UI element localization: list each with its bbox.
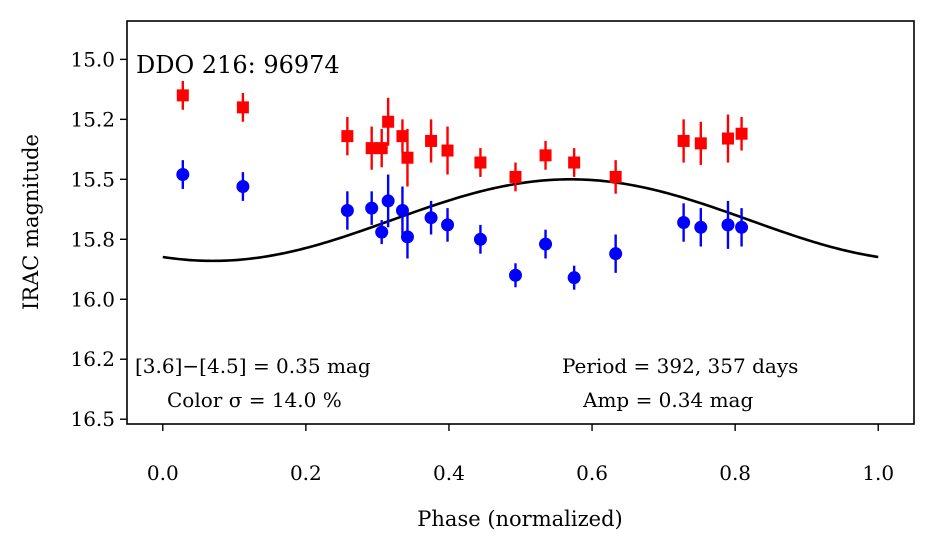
y-tick-label: 16.2: [70, 347, 115, 371]
data-point-circle: [424, 211, 438, 225]
data-point-circle: [236, 180, 250, 194]
data-point-circle: [400, 230, 414, 244]
data-point-circle: [677, 216, 691, 229]
data-point-square: [382, 115, 395, 128]
model-curve-group: [162, 178, 879, 263]
x-tick-label: 0.4: [433, 461, 465, 485]
data-point-square: [721, 132, 734, 145]
data-point-circle: [735, 220, 749, 234]
data-point-square: [365, 142, 378, 155]
model-curve-line: [162, 178, 879, 263]
data-point-circle: [609, 247, 623, 261]
amp-annotation: Amp = 0.34 mag: [582, 388, 753, 412]
data-point-circle: [441, 218, 455, 232]
color-annotation: [3.6]−[4.5] = 0.35 mag: [135, 354, 371, 378]
series-blue-3-6: [176, 160, 749, 290]
data-point-square: [396, 130, 409, 143]
data-points-group: [176, 80, 749, 290]
y-tick-label: 16.5: [70, 407, 115, 431]
data-point-square: [176, 89, 189, 102]
data-point-circle: [539, 237, 553, 251]
chart-title: DDO 216: 96974: [136, 51, 340, 79]
data-point-circle: [375, 225, 389, 239]
data-point-square: [694, 137, 707, 150]
y-tick-label: 15.8: [70, 227, 115, 251]
x-tick-label: 0.6: [576, 461, 608, 485]
data-point-square: [609, 170, 622, 183]
data-point-square: [509, 170, 522, 183]
data-point-circle: [508, 268, 522, 282]
data-point-square: [677, 134, 690, 147]
series-red-4-5: [176, 80, 748, 194]
y-tick-label: 15.5: [70, 167, 115, 191]
plot-frame: [126, 20, 915, 425]
data-point-square: [441, 144, 454, 157]
data-point-square: [341, 130, 354, 143]
data-point-square: [236, 101, 249, 114]
data-point-circle: [365, 201, 379, 215]
data-point-circle: [381, 194, 395, 208]
data-point-circle: [473, 232, 487, 246]
y-tick-label: 15.0: [70, 47, 115, 71]
data-point-square: [568, 156, 581, 169]
data-point-circle: [176, 168, 190, 182]
y-axis-ticks: 15.0 15.2 15.5 15.8 16.0 16.2 16.5: [70, 47, 127, 431]
data-point-circle: [395, 204, 409, 218]
data-point-circle: [567, 271, 581, 285]
data-point-square: [735, 127, 748, 140]
y-axis-label: IRAC magnitude: [19, 134, 43, 310]
data-point-square: [539, 149, 552, 162]
x-tick-label: 0.0: [147, 461, 179, 485]
period-annotation: Period = 392, 357 days: [562, 354, 798, 378]
data-point-circle: [721, 218, 735, 232]
data-point-square: [474, 156, 487, 169]
y-tick-label: 15.2: [70, 107, 115, 131]
data-point-square: [401, 151, 414, 164]
x-tick-label: 1.0: [862, 461, 894, 485]
data-point-circle: [694, 220, 708, 234]
x-axis-ticks: 0.0 0.2 0.4 0.6 0.8 1.0: [147, 424, 894, 485]
x-tick-label: 0.2: [290, 461, 322, 485]
data-point-circle: [340, 204, 354, 218]
data-point-square: [375, 142, 388, 155]
x-tick-label: 0.8: [719, 461, 751, 485]
color-sigma-annotation: Color σ = 14.0 %: [167, 388, 342, 412]
x-axis-label: Phase (normalized): [417, 507, 622, 531]
y-tick-label: 16.0: [70, 287, 115, 311]
data-point-square: [425, 134, 438, 147]
